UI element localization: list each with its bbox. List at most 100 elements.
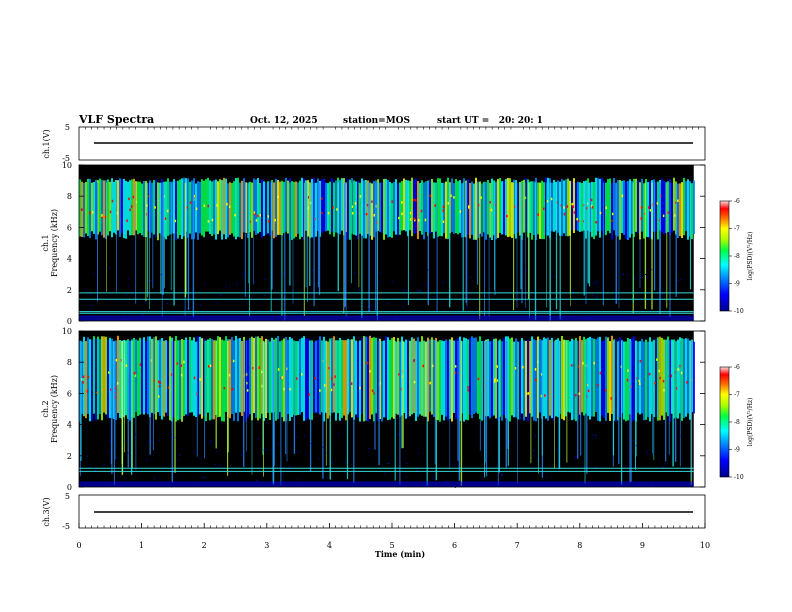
spec-2-noise-14: [398, 433, 400, 435]
spec-2-noise-1: [368, 448, 370, 449]
spec-1-band-column-11: [101, 179, 103, 236]
spec-2-band-column-216: [511, 337, 513, 416]
spec-1-noise-54: [404, 290, 406, 292]
spec-2-noise-26: [344, 462, 346, 463]
spec-2-band-column-79: [237, 338, 239, 422]
spec-1-band-column-7: [93, 182, 95, 234]
xtick-label-1: 1: [139, 541, 144, 550]
spec-1-hot-speckle-81: [506, 214, 508, 218]
spec-2-hot-speckle-116: [662, 379, 665, 383]
spec-1-hot-speckle-39: [135, 200, 137, 204]
spec-1-band-column-51: [181, 178, 183, 240]
spec-2-noise-13: [384, 473, 386, 475]
spec-1-band-column-184: [447, 177, 449, 240]
spec-1-band-column-192: [463, 178, 465, 237]
spec-1-noise-60: [359, 289, 360, 290]
spec-2-band-column-184: [447, 341, 449, 421]
spec-2-band-column-260: [599, 336, 601, 422]
spec-2-band-column-259: [597, 337, 599, 421]
spec-2-hot-speckle-8: [467, 386, 469, 389]
spec-1-hot-speckle-120: [595, 221, 597, 224]
spec-1-noise-57: [593, 282, 595, 284]
spec-2-hot-speckle-39: [158, 385, 161, 388]
spec-2-band-column-29: [137, 340, 139, 416]
date-label: Oct. 12, 2025: [250, 116, 318, 126]
spec-2-band-column-299: [677, 339, 679, 419]
spec-1-hot-speckle-101: [418, 219, 420, 222]
spec-1-band-column-278: [635, 178, 637, 232]
spec-1-band-column-13: [105, 180, 107, 239]
spec-1-hot-speckle-119: [164, 217, 167, 220]
spec-1-band-column-224: [527, 179, 529, 238]
spec-2-band-column-43: [165, 340, 167, 413]
spec-1-band-column-3: [85, 182, 87, 234]
spec-2-noise-85: [556, 449, 558, 451]
spec-1-band-column-202: [483, 181, 485, 233]
spec-1-band-column-251: [581, 183, 583, 232]
spec-2-hot-speckle-54: [540, 394, 543, 398]
spec-2-hot-speckle-137: [429, 381, 431, 385]
spec-1-band-column-38: [155, 179, 157, 238]
spec-2-ytick-label-1: 8: [67, 358, 72, 367]
spec-2-band-column-14: [107, 339, 109, 419]
spec-2-noise-65: [646, 451, 648, 453]
spec-1-band-column-97: [273, 182, 275, 239]
spec-1-band-column-167: [413, 179, 415, 234]
spec-2-hot-speckle-23: [527, 392, 530, 395]
spec-1-hot-speckle-47: [563, 212, 566, 216]
spec-1-hot-speckle-24: [207, 220, 210, 223]
spec-2-hot-speckle-47: [333, 383, 335, 386]
spec-2-band-column-120: [319, 336, 321, 415]
spec-2-band-column-153: [385, 336, 387, 418]
spec-1-band-column-264: [607, 179, 609, 231]
spec-1-band-column-128: [335, 180, 337, 233]
spec-1-hot-speckle-67: [255, 219, 258, 222]
ch2-spec-frame: [78, 330, 706, 488]
spec-1-band-column-190: [459, 180, 461, 233]
spec-2-hot-speckle-93: [158, 380, 160, 384]
spec-1-band-column-134: [347, 179, 349, 240]
spec-2-noise-82: [574, 457, 576, 459]
xtick-label-6: 6: [452, 541, 457, 550]
spec-1-noise-75: [93, 273, 95, 275]
ch1-voltage-panel: 5 -5 ch.1(V): [42, 123, 706, 163]
spec-2-band-column-282: [643, 341, 645, 421]
spec-1-band-column-180: [439, 178, 441, 236]
spec-2-hot-speckle-20: [578, 392, 581, 395]
spec-1-band-column-257: [593, 182, 595, 240]
spec-2-noise-37: [406, 476, 408, 478]
spec-1-band-column-223: [525, 178, 527, 232]
spec-1-ytick-label-2: 6: [67, 223, 72, 232]
spec-1-hot-speckle-139: [375, 221, 378, 224]
spec-2-hot-speckle-86: [180, 364, 183, 367]
spec-1-band-column-276: [631, 181, 633, 234]
spec-2-band-column-248: [575, 337, 577, 422]
spec-1-band-column-37: [153, 180, 155, 235]
spec-2-band-column-133: [345, 340, 347, 421]
spec-1-noise-43: [402, 305, 404, 307]
spec-1-band-column-209: [497, 179, 499, 238]
spec-2-band-column-61: [201, 338, 203, 419]
spec-1-band-column-201: [481, 183, 483, 237]
spec-1-band-column-171: [421, 180, 423, 235]
spec-2-band-column-225: [529, 341, 531, 414]
spec-2-hot-speckle-98: [514, 367, 517, 370]
spec-2-band-column-256: [591, 338, 593, 417]
spec-1-colorbar-label-3: -9: [734, 281, 740, 288]
spec-2-hot-speckle-90: [467, 389, 469, 392]
spec-2-hot-speckle-132: [334, 375, 336, 378]
spec-1-band-column-176: [431, 179, 433, 233]
spec-1-band-column-172: [423, 182, 425, 240]
spec-2-band-column-50: [179, 340, 181, 420]
spec-2-band-column-59: [197, 336, 199, 416]
spec-1-hot-speckle-10: [401, 212, 403, 216]
spec-2-hot-speckle-36: [209, 364, 212, 367]
spec-1-hot-speckle-111: [660, 195, 662, 198]
spec-2-hot-speckle-108: [116, 382, 119, 385]
ch1-voltage-ylabel: ch.1(V): [42, 129, 51, 158]
spec-1-band-column-270: [619, 180, 621, 240]
spec-1-ytick-label-5: 0: [67, 317, 72, 326]
spec-2-band-column-71: [221, 339, 223, 422]
spec-2-band-column-40: [159, 339, 161, 416]
spec-2-band-column-254: [587, 337, 589, 416]
